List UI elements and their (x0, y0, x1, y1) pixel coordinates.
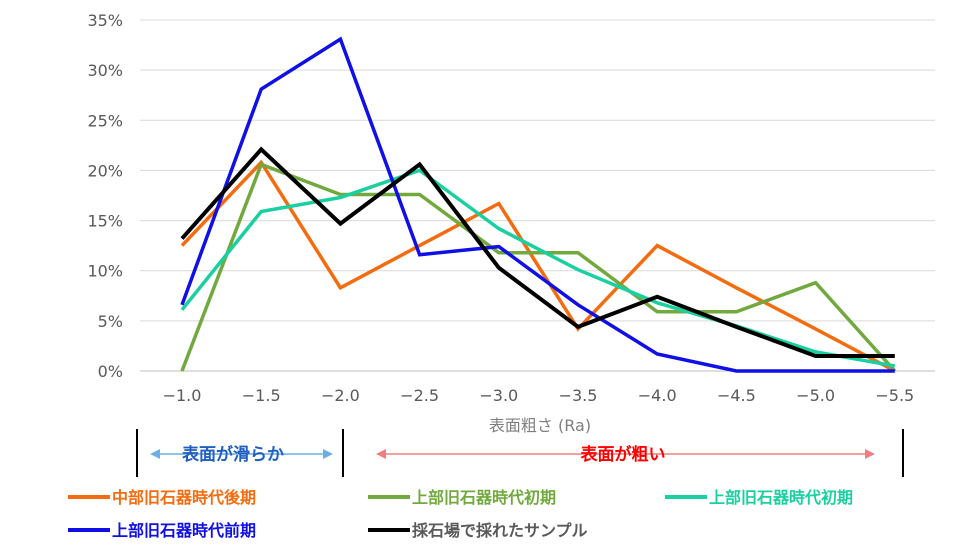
x-tick-label: −3.5 (559, 386, 598, 405)
y-tick-label: 15% (87, 212, 123, 231)
gridlines (140, 19, 935, 372)
y-tick-label: 25% (87, 111, 123, 130)
legend-label: 上部旧石器時代前期 (112, 521, 256, 540)
zone-annotations: 表面が滑らか 表面が粗い (136, 429, 904, 477)
rough-arrow-head-left (376, 449, 386, 459)
legend-label: 採石場で採れたサンプル (412, 521, 588, 540)
x-tick-label: −1.0 (163, 386, 202, 405)
rough-zone-label: 表面が粗い (581, 444, 666, 465)
rough-arrow-head-right (865, 449, 875, 459)
smooth-arrow (150, 449, 333, 459)
y-tick-label: 5% (98, 312, 123, 331)
series-line-2 (180, 162, 897, 373)
smooth-zone-label: 表面が滑らか (182, 444, 284, 465)
x-tick-label: −4.0 (638, 386, 677, 405)
series-line-3 (180, 168, 896, 368)
series-line-1 (180, 159, 896, 373)
smooth-arrow-head-right (323, 449, 333, 459)
legend-label: 上部旧石器時代初期 (412, 488, 556, 507)
x-tick-label: −2.0 (321, 386, 360, 405)
y-tick-label: 10% (87, 262, 123, 281)
x-tick-label: −2.5 (400, 386, 439, 405)
x-axis-title: 表面粗さ (Ra) (489, 416, 591, 435)
y-tick-label: 0% (98, 362, 123, 381)
smooth-arrow-head-left (150, 449, 160, 459)
series-line-4 (180, 36, 895, 373)
series-line-5 (180, 146, 895, 358)
y-tick-label: 30% (87, 61, 123, 80)
y-tick-label: 35% (87, 11, 123, 30)
y-axis-ticks: 0% 5% 10% 15% 20% 25% 30% 35% (87, 11, 123, 381)
x-axis-ticks: −1.0 −1.5 −2.0 −2.5 −3.0 −3.5 −4.0 −4.5 −5.0 −5.5 (163, 386, 915, 405)
y-tick-label: 20% (87, 161, 123, 180)
x-tick-label: −3.0 (479, 386, 518, 405)
x-tick-label: −5.0 (796, 386, 835, 405)
series-lines (180, 36, 897, 373)
x-tick-label: −5.5 (875, 386, 914, 405)
legend-label: 上部旧石器時代初期 (709, 488, 853, 507)
rough-arrow (376, 449, 875, 459)
x-tick-label: −1.5 (242, 386, 281, 405)
x-tick-label: −4.5 (717, 386, 756, 405)
legend-label: 中部旧石器時代後期 (112, 488, 256, 507)
